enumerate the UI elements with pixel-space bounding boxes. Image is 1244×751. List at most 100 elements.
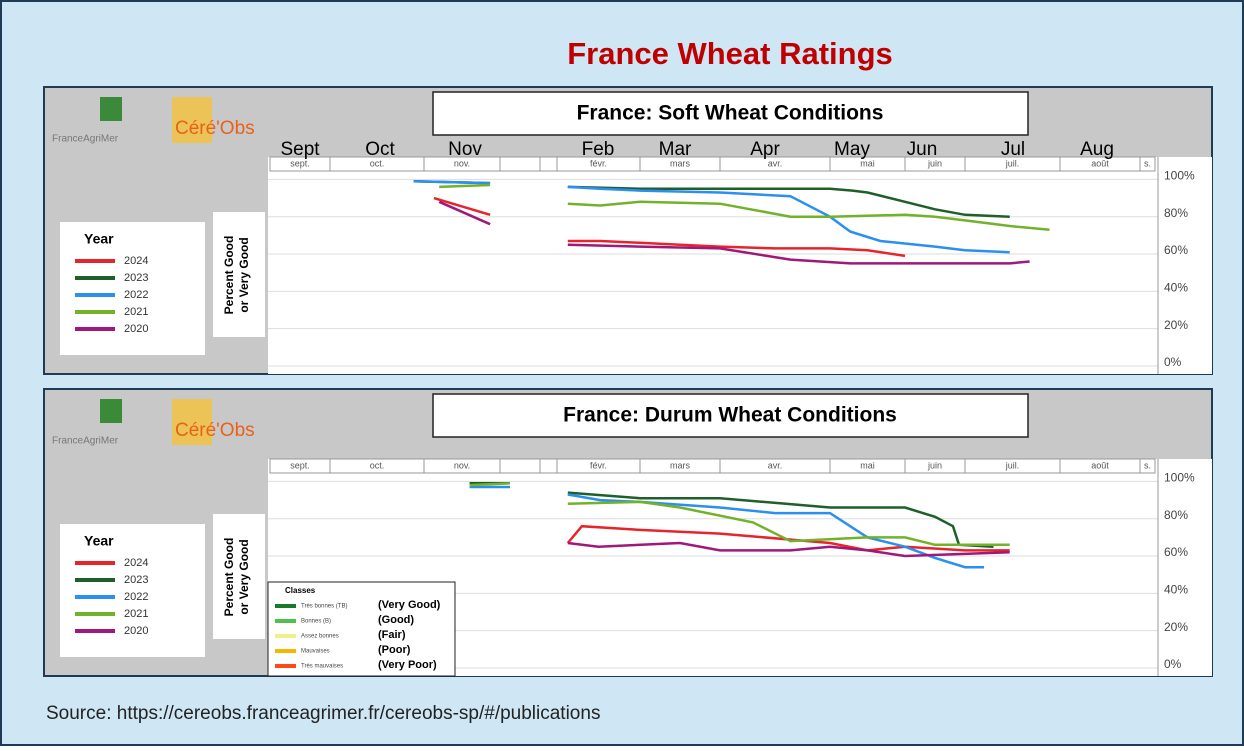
x-tick-label: s. <box>1144 158 1151 168</box>
month-cell <box>539 156 558 172</box>
chart-title: France: Durum Wheat Conditions <box>563 404 897 427</box>
month-label-en: Oct <box>365 139 395 160</box>
legend-label: 2023 <box>124 272 148 284</box>
y-tick-label: 40% <box>1164 281 1188 295</box>
classes-translation: (Good) <box>378 614 414 626</box>
legend-box <box>60 222 205 355</box>
month-label-en: Apr <box>750 139 780 160</box>
y-tick-label: 0% <box>1164 355 1182 369</box>
y-axis-label: or Very Good <box>237 539 251 614</box>
y-tick-label: 80% <box>1164 508 1188 522</box>
chart-title-box <box>432 91 1029 136</box>
legend-label: 2020 <box>124 323 148 335</box>
month-cell <box>1139 156 1156 172</box>
logo-text: FranceAgriMer <box>52 134 119 145</box>
logo-icon <box>172 399 212 445</box>
y-tick-label: 0% <box>1164 657 1182 671</box>
y-tick-label: 40% <box>1164 583 1188 597</box>
series-line <box>439 183 1050 232</box>
classes-translation: (Fair) <box>378 629 406 641</box>
x-tick-label: juin <box>927 158 942 168</box>
month-cell <box>499 156 541 172</box>
axis-area <box>1158 157 1212 374</box>
y-axis-label: Percent Good <box>222 538 236 617</box>
classes-legend-title: Classes <box>285 586 316 595</box>
x-tick-label: mars <box>670 158 690 168</box>
month-label-en: Jun <box>907 139 938 160</box>
x-tick-label: nov. <box>454 158 470 168</box>
series-line <box>469 482 1010 547</box>
ylabel-box <box>213 212 265 337</box>
month-cell <box>1139 458 1156 474</box>
month-cell <box>539 458 558 474</box>
classes-translation: (Very Poor) <box>378 659 437 671</box>
logo-text: FranceAgriMer <box>52 436 119 447</box>
legend-label: 2020 <box>124 625 148 637</box>
series-line <box>567 541 1010 558</box>
legend-label: 2022 <box>124 591 148 603</box>
classes-label: Bonnes (B) <box>301 619 331 625</box>
legend-label: 2023 <box>124 574 148 586</box>
month-label-en: Sept <box>280 139 320 160</box>
legend-label: 2022 <box>124 289 148 301</box>
x-tick-label: avr. <box>768 158 783 168</box>
month-label-en: May <box>834 139 870 160</box>
series-line <box>566 524 1010 552</box>
y-axis-label: or Very Good <box>237 237 251 312</box>
legend-label: 2024 <box>124 255 148 267</box>
legend-title: Year <box>84 231 114 247</box>
logo-text: Céré'Obs <box>175 420 255 441</box>
y-tick-label: 100% <box>1164 169 1195 183</box>
x-tick-label: oct. <box>370 158 385 168</box>
x-tick-label: févr. <box>590 460 607 470</box>
x-tick-label: juin <box>927 460 942 470</box>
month-label-en: Mar <box>659 139 692 160</box>
x-tick-label: s. <box>1144 460 1151 470</box>
y-tick-label: 60% <box>1164 545 1188 559</box>
y-tick-label: 60% <box>1164 243 1188 257</box>
classes-label: Assez bonnes <box>301 634 339 640</box>
chart-title: France: Soft Wheat Conditions <box>577 102 884 125</box>
month-label-en: Feb <box>582 139 615 160</box>
x-tick-label: août <box>1091 460 1109 470</box>
classes-label: Très bonnes (TB) <box>301 604 347 610</box>
legend-label: 2021 <box>124 608 148 620</box>
series-line <box>438 200 1030 265</box>
x-tick-label: août <box>1091 158 1109 168</box>
logo-icon <box>100 399 122 423</box>
classes-translation: (Very Good) <box>378 599 441 611</box>
source: Source: https://cereobs.franceagrimer.fr… <box>46 703 600 724</box>
x-tick-label: nov. <box>454 460 470 470</box>
y-tick-label: 20% <box>1164 620 1188 634</box>
month-label-en: Nov <box>448 139 482 160</box>
y-tick-label: 20% <box>1164 318 1188 332</box>
y-tick-label: 100% <box>1164 471 1195 485</box>
classes-label: Très mauvaises <box>301 664 343 670</box>
series-line <box>433 196 906 258</box>
chart-title-box <box>432 393 1029 438</box>
classes-legend-box <box>267 581 456 677</box>
month-label-en: Aug <box>1080 139 1114 160</box>
x-tick-label: avr. <box>768 460 783 470</box>
month-label-en: Jul <box>1001 139 1025 160</box>
x-tick-label: sept. <box>290 158 310 168</box>
ylabel-box <box>213 514 265 639</box>
classes-label: Mauvaises <box>301 649 330 655</box>
x-tick-label: oct. <box>370 460 385 470</box>
x-tick-label: juil. <box>1005 158 1020 168</box>
x-tick-label: févr. <box>590 158 607 168</box>
x-tick-label: sept. <box>290 460 310 470</box>
x-tick-label: mars <box>670 460 690 470</box>
axis-area <box>1158 459 1212 676</box>
logo-icon <box>172 97 212 143</box>
classes-translation: (Poor) <box>378 644 411 656</box>
y-tick-label: 80% <box>1164 206 1188 220</box>
month-cell <box>499 458 541 474</box>
page-title: France Wheat Ratings <box>567 36 893 71</box>
logo-text: Céré'Obs <box>175 118 255 139</box>
x-tick-label: juil. <box>1005 460 1020 470</box>
legend-box <box>60 524 205 657</box>
y-axis-label: Percent Good <box>222 236 236 315</box>
x-tick-label: mai <box>860 460 875 470</box>
